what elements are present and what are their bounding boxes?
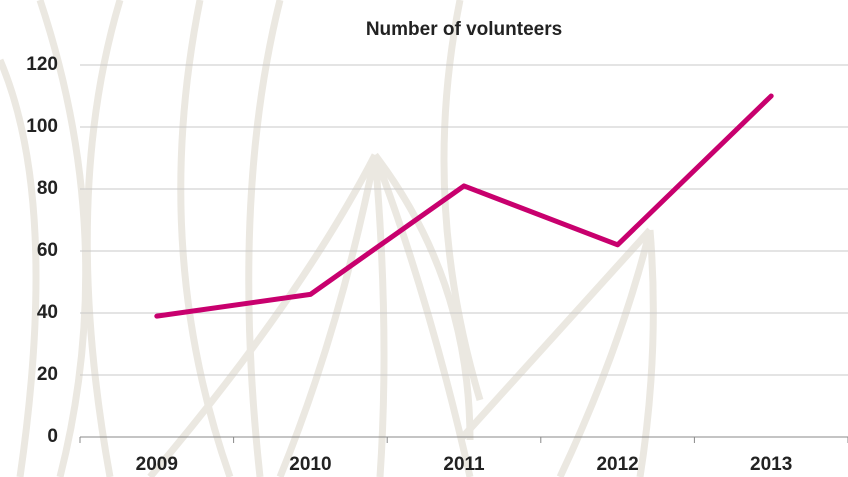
y-tick-label: 100	[26, 116, 58, 137]
x-tick-label: 2009	[136, 454, 178, 475]
y-tick-label: 60	[37, 240, 58, 261]
chart-title: Number of volunteers	[366, 19, 562, 40]
y-tick-label: 80	[37, 178, 58, 199]
x-tick-label: 2012	[596, 454, 638, 475]
y-tick-label: 120	[26, 54, 58, 75]
y-tick-label: 20	[37, 364, 58, 385]
y-tick-label: 0	[47, 426, 58, 447]
x-tick-label: 2010	[289, 454, 331, 475]
background-decoration	[0, 0, 657, 477]
y-tick-label: 40	[37, 302, 58, 323]
x-tick-label: 2011	[443, 454, 485, 475]
x-tick-label: 2013	[750, 454, 792, 475]
data-line	[154, 93, 774, 319]
